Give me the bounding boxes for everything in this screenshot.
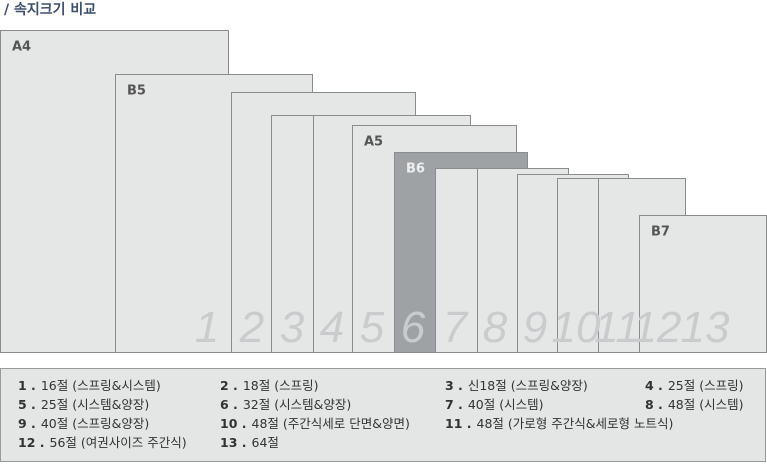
legend-item: 9 . 40절 (스프링&양장)	[18, 416, 149, 431]
legend-text: 56절 (여권사이즈 주간식)	[50, 435, 187, 450]
legend-num: 12 .	[18, 435, 45, 450]
legend-item: 11 . 48절 (가로형 주간식&세로형 노트식)	[445, 416, 673, 431]
legend-text: 40절 (시스템)	[468, 397, 544, 412]
legend-num: 2 .	[220, 378, 238, 393]
size-label: A5	[364, 135, 383, 150]
column-number: 1	[195, 303, 219, 352]
column-number: 7	[443, 303, 469, 352]
legend-num: 3 .	[445, 378, 463, 393]
legend-item: 2 . 18절 (스프링)	[220, 378, 318, 393]
size-label: B7	[651, 225, 670, 240]
title: / 속지크기 비교	[4, 2, 96, 18]
legend-text: 32절 (시스템&양장)	[243, 397, 351, 412]
legend-num: 4 .	[645, 378, 663, 393]
legend-text: 48절 (시스템)	[668, 397, 744, 412]
legend-item: 8 . 48절 (시스템)	[645, 397, 743, 412]
size-label: B5	[127, 84, 146, 99]
legend-text: 25절 (스프링)	[668, 378, 744, 393]
legend-item: 7 . 40절 (시스템)	[445, 397, 543, 412]
column-number: 12	[633, 303, 682, 352]
legend-item: 6 . 32절 (시스템&양장)	[220, 397, 351, 412]
legend-item: 12 . 56절 (여권사이즈 주간식)	[18, 435, 187, 450]
legend-box	[0, 368, 766, 462]
legend-text: 48절 (주간식세로 단면&양면)	[252, 416, 410, 431]
column-number: 11	[594, 303, 640, 352]
legend-num: 5 .	[18, 397, 36, 412]
legend-item: 13 . 64절	[220, 435, 279, 450]
legend-item: 4 . 25절 (스프링)	[645, 378, 743, 393]
paper-rects: A4 B5 A5 B6 B7	[0, 30, 767, 353]
legend-text: 48절 (가로형 주간식&세로형 노트식)	[477, 416, 674, 431]
legend-num: 9 .	[18, 416, 36, 431]
legend-item: 3 . 신18절 (스프링&양장)	[445, 378, 588, 393]
legend-num: 8 .	[645, 397, 663, 412]
paper-rect	[639, 215, 767, 353]
legend-text: 18절 (스프링)	[243, 378, 319, 393]
column-number: 10	[552, 303, 601, 352]
legend-item: 5 . 25절 (시스템&양장)	[18, 397, 149, 412]
size-label: A4	[12, 40, 31, 55]
legend-num: 1 .	[18, 378, 36, 393]
legend-text: 64절	[252, 435, 279, 450]
column-number: 9	[523, 303, 547, 352]
size-label: B6	[406, 162, 425, 177]
legend-num: 10 .	[220, 416, 247, 431]
legend: 1 . 16절 (스프링&시스템) 2 . 18절 (스프링) 3 . 신18절 (스프링…	[18, 378, 743, 450]
legend-text: 신18절 (스프링&양장)	[468, 378, 588, 393]
column-number: 2	[239, 303, 264, 352]
legend-text: 16절 (스프링&시스템)	[41, 378, 161, 393]
legend-num: 6 .	[220, 397, 238, 412]
column-number: 4	[320, 303, 344, 352]
column-number: 8	[483, 303, 508, 352]
column-number: 13	[681, 303, 730, 352]
legend-num: 11 .	[445, 416, 472, 431]
legend-item: 10 . 48절 (주간식세로 단면&양면)	[220, 416, 410, 431]
legend-text: 25절 (시스템&양장)	[41, 397, 149, 412]
legend-num: 13 .	[220, 435, 247, 450]
column-number: 5	[360, 303, 385, 352]
column-number: 6	[401, 303, 426, 352]
column-number: 3	[280, 303, 305, 352]
legend-num: 7 .	[445, 397, 463, 412]
legend-text: 40절 (스프링&양장)	[41, 416, 149, 431]
legend-item: 1 . 16절 (스프링&시스템)	[18, 378, 161, 393]
